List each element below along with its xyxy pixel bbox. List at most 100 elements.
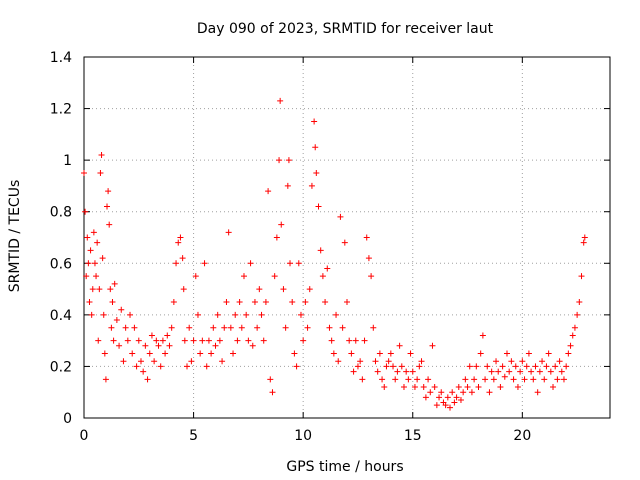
data-point [245, 337, 252, 344]
data-point [135, 337, 142, 344]
data-point [490, 376, 497, 383]
data-point [547, 368, 554, 375]
data-point [267, 376, 274, 383]
data-point [302, 298, 309, 305]
data-point [210, 324, 217, 331]
data-point [501, 373, 508, 380]
y-tick-label: 1 [63, 153, 72, 169]
data-point [110, 337, 117, 344]
data-point [240, 273, 247, 280]
data-point [265, 188, 272, 195]
data-point [400, 384, 407, 391]
data-point [543, 363, 550, 370]
data-point [84, 234, 91, 241]
data-point [381, 384, 388, 391]
data-point [180, 286, 187, 293]
data-point [88, 311, 95, 318]
data-point [552, 363, 559, 370]
data-point [344, 298, 350, 305]
data-point [328, 337, 335, 344]
y-tick-label: 1.4 [50, 50, 72, 66]
data-point [525, 350, 532, 357]
y-tick-label: 0.8 [50, 205, 72, 221]
data-point [133, 363, 140, 370]
data-point [277, 97, 284, 104]
data-point [127, 311, 134, 318]
data-point [536, 368, 543, 375]
data-point [140, 368, 147, 375]
data-point [199, 337, 206, 344]
data-point [576, 298, 583, 305]
data-point [306, 286, 313, 293]
data-point [348, 350, 355, 357]
data-point [560, 376, 567, 383]
data-point [293, 363, 300, 370]
data-point [282, 324, 289, 331]
data-point [556, 358, 563, 365]
grid-lines [84, 57, 610, 418]
data-point [422, 394, 429, 401]
data-point [295, 260, 302, 267]
data-point [357, 358, 364, 365]
data-point [223, 298, 230, 305]
data-point [453, 394, 460, 401]
data-point [479, 332, 486, 339]
data-point [488, 368, 495, 375]
data-point [291, 350, 298, 357]
data-point [175, 239, 182, 246]
data-point [212, 342, 219, 349]
data-point [335, 358, 342, 365]
data-point [190, 337, 197, 344]
data-point [414, 376, 421, 383]
data-point [247, 260, 254, 267]
data-point [475, 384, 482, 391]
data-point [482, 376, 489, 383]
data-point [82, 208, 89, 215]
data-point [201, 260, 208, 267]
data-point [186, 324, 193, 331]
data-point [101, 350, 108, 357]
data-point [311, 118, 318, 125]
x-tick-label: 10 [294, 428, 312, 444]
data-point [148, 332, 155, 339]
y-tick-label: 0.2 [50, 359, 72, 375]
data-point [153, 337, 160, 344]
data-point [131, 324, 138, 331]
data-point [392, 376, 399, 383]
data-point [106, 221, 113, 228]
data-point [273, 234, 280, 241]
data-point [409, 368, 416, 375]
data-point [107, 286, 114, 293]
data-point [256, 286, 263, 293]
data-points [81, 97, 588, 411]
data-point [285, 157, 292, 164]
data-point [87, 247, 94, 254]
data-point [271, 273, 278, 280]
data-point [503, 350, 510, 357]
chart-title: Day 090 of 2023, SRMTID for receiver lau… [197, 21, 494, 37]
data-point [181, 337, 188, 344]
data-point [287, 260, 294, 267]
x-axis-label: GPS time / hours [286, 459, 403, 475]
data-point [510, 376, 517, 383]
data-point [350, 368, 357, 375]
data-point [407, 350, 414, 357]
data-point [243, 311, 250, 318]
data-point [506, 368, 513, 375]
data-point [313, 170, 320, 177]
data-point [111, 280, 118, 287]
data-point [370, 324, 377, 331]
data-point [251, 298, 258, 305]
data-point [464, 384, 471, 391]
data-point [91, 260, 98, 267]
data-point [234, 337, 241, 344]
data-point [146, 350, 153, 357]
data-point [197, 350, 204, 357]
data-point [124, 337, 131, 344]
data-point [519, 358, 526, 365]
data-point [225, 229, 232, 236]
data-point [534, 389, 541, 396]
data-point [558, 368, 565, 375]
data-point [473, 363, 480, 370]
